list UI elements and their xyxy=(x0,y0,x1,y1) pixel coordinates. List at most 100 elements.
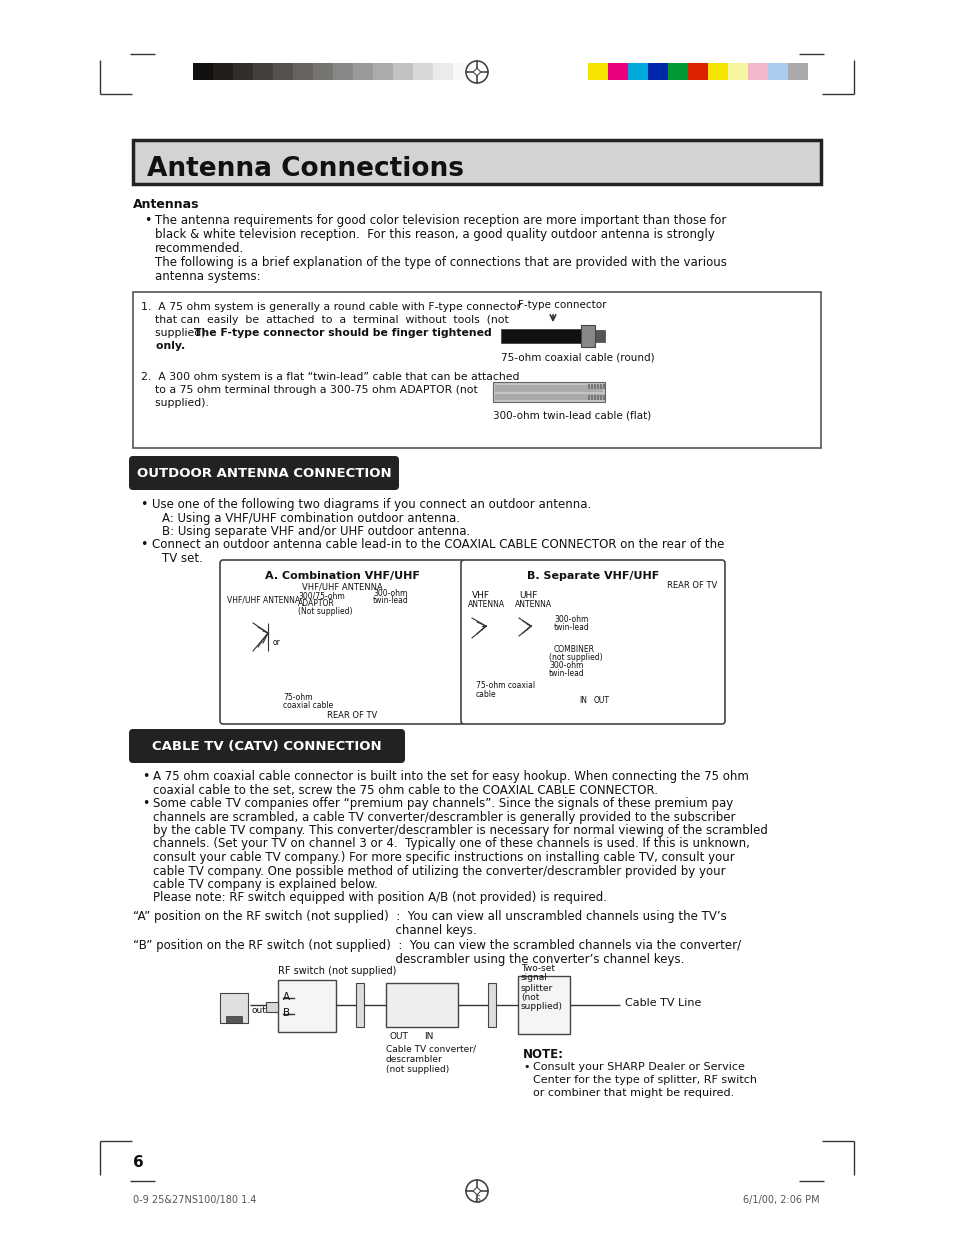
Bar xyxy=(488,983,496,1028)
Text: Antennas: Antennas xyxy=(132,198,199,211)
Text: ANTENNA: ANTENNA xyxy=(468,600,504,609)
Bar xyxy=(597,395,598,400)
Text: IN: IN xyxy=(423,1032,433,1041)
Bar xyxy=(353,63,373,80)
Text: 1.  A 75 ohm system is generally a round cable with F-type connector: 1. A 75 ohm system is generally a round … xyxy=(141,303,520,312)
Bar xyxy=(647,63,667,80)
Text: 75-ohm coaxial cable (round): 75-ohm coaxial cable (round) xyxy=(500,352,654,362)
Text: •: • xyxy=(140,538,147,551)
Bar xyxy=(500,329,580,343)
Text: The following is a brief explanation of the type of connections that are provide: The following is a brief explanation of … xyxy=(154,256,726,269)
Text: OUT: OUT xyxy=(594,697,609,705)
Text: •: • xyxy=(522,1062,529,1072)
Text: consult your cable TV company.) For more specific instructions on installing cab: consult your cable TV company.) For more… xyxy=(152,851,734,864)
Text: COMBINER: COMBINER xyxy=(554,645,595,655)
Text: or: or xyxy=(273,638,280,647)
Text: cable: cable xyxy=(476,690,497,699)
FancyBboxPatch shape xyxy=(220,559,463,724)
Text: Cable TV converter/: Cable TV converter/ xyxy=(386,1045,476,1053)
Bar xyxy=(495,394,602,400)
Text: supplied).: supplied). xyxy=(141,329,215,338)
Bar xyxy=(590,395,593,400)
Text: B: B xyxy=(283,1008,290,1018)
Text: A: Using a VHF/UHF combination outdoor antenna.: A: Using a VHF/UHF combination outdoor a… xyxy=(162,513,459,525)
Bar xyxy=(727,63,747,80)
Bar xyxy=(627,63,647,80)
Text: 6: 6 xyxy=(474,1195,479,1205)
Text: 6/1/00, 2:06 PM: 6/1/00, 2:06 PM xyxy=(742,1195,820,1205)
Text: 300-ohm: 300-ohm xyxy=(373,589,407,598)
Bar xyxy=(193,63,213,80)
Text: B. Separate VHF/UHF: B. Separate VHF/UHF xyxy=(526,571,659,580)
Bar xyxy=(226,1016,242,1023)
Text: Cable TV Line: Cable TV Line xyxy=(624,998,700,1008)
Bar xyxy=(667,63,687,80)
Text: 300-ohm twin-lead cable (flat): 300-ohm twin-lead cable (flat) xyxy=(493,410,651,420)
Text: twin-lead: twin-lead xyxy=(548,669,584,678)
Bar xyxy=(132,140,821,184)
Bar xyxy=(587,63,607,80)
Text: OUT: OUT xyxy=(390,1032,409,1041)
Text: Connect an outdoor antenna cable lead-in to the COAXIAL CABLE CONNECTOR on the r: Connect an outdoor antenna cable lead-in… xyxy=(152,538,723,551)
Text: “A” position on the RF switch (not supplied)  :  You can view all unscrambled ch: “A” position on the RF switch (not suppl… xyxy=(132,910,726,923)
Text: Some cable TV companies offer “premium pay channels”. Since the signals of these: Some cable TV companies offer “premium p… xyxy=(152,797,733,810)
Text: 300/75-ohm: 300/75-ohm xyxy=(297,592,344,600)
Bar xyxy=(220,993,248,1023)
Text: twin-lead: twin-lead xyxy=(373,597,408,605)
Text: Consult your SHARP Dealer or Service: Consult your SHARP Dealer or Service xyxy=(533,1062,744,1072)
Bar xyxy=(253,63,273,80)
Text: (not supplied): (not supplied) xyxy=(548,653,602,662)
Text: REAR OF TV: REAR OF TV xyxy=(666,580,717,590)
Text: •: • xyxy=(140,498,147,511)
Text: VHF/UHF ANTENNA: VHF/UHF ANTENNA xyxy=(301,582,382,592)
Text: by the cable TV company. This converter/descrambler is necessary for normal view: by the cable TV company. This converter/… xyxy=(152,824,767,837)
Bar xyxy=(602,395,604,400)
Text: channels. (Set your TV on channel 3 or 4.  Typically one of these channels is us: channels. (Set your TV on channel 3 or 4… xyxy=(152,837,749,851)
Text: channels are scrambled, a cable TV converter/descrambler is generally provided t: channels are scrambled, a cable TV conve… xyxy=(152,810,735,824)
Bar xyxy=(767,63,787,80)
Bar xyxy=(433,63,453,80)
Text: A. Combination VHF/UHF: A. Combination VHF/UHF xyxy=(264,571,419,580)
Bar xyxy=(333,63,353,80)
Text: Please note: RF switch equipped with position A/B (not provided) is required.: Please note: RF switch equipped with pos… xyxy=(152,892,606,904)
Text: to a 75 ohm terminal through a 300-75 ohm ADAPTOR (not: to a 75 ohm terminal through a 300-75 oh… xyxy=(141,385,477,395)
Text: 300-ohm: 300-ohm xyxy=(548,661,583,671)
Text: (not: (not xyxy=(520,993,538,1002)
Bar xyxy=(213,63,233,80)
Text: 75-ohm: 75-ohm xyxy=(283,693,313,701)
Bar xyxy=(607,63,627,80)
Text: A 75 ohm coaxial cable connector is built into the set for easy hookup. When con: A 75 ohm coaxial cable connector is buil… xyxy=(152,769,748,783)
Text: VHF/UHF ANTENNA: VHF/UHF ANTENNA xyxy=(227,595,300,604)
Text: splitter: splitter xyxy=(520,984,553,993)
Bar xyxy=(602,384,604,389)
Bar xyxy=(687,63,707,80)
Bar xyxy=(747,63,767,80)
Text: VHF: VHF xyxy=(472,592,490,600)
Text: TV set.: TV set. xyxy=(162,552,203,564)
Text: descrambler using the converter’s channel keys.: descrambler using the converter’s channe… xyxy=(132,953,683,966)
Text: Use one of the following two diagrams if you connect an outdoor antenna.: Use one of the following two diagrams if… xyxy=(152,498,591,511)
Bar xyxy=(360,631,438,701)
FancyBboxPatch shape xyxy=(129,729,405,763)
Text: cable TV company is explained below.: cable TV company is explained below. xyxy=(152,878,377,890)
Bar xyxy=(266,1002,277,1011)
Text: The F-type connector should be finger tightened: The F-type connector should be finger ti… xyxy=(193,329,491,338)
Bar xyxy=(413,63,433,80)
Text: signal: signal xyxy=(520,973,547,982)
Bar xyxy=(599,384,601,389)
Text: 2.  A 300 ohm system is a flat “twin-lead” cable that can be attached: 2. A 300 ohm system is a flat “twin-lead… xyxy=(141,372,519,382)
Text: cable TV company. One possible method of utilizing the converter/descrambler pro: cable TV company. One possible method of… xyxy=(152,864,725,878)
Text: IN: IN xyxy=(578,697,586,705)
Text: A: A xyxy=(283,992,290,1002)
Text: (Not supplied): (Not supplied) xyxy=(297,606,352,616)
Bar xyxy=(132,291,821,448)
Bar xyxy=(293,63,313,80)
Bar xyxy=(495,385,602,391)
Text: ANTENNA: ANTENNA xyxy=(515,600,552,609)
Text: twin-lead: twin-lead xyxy=(554,622,589,632)
Text: coaxial cable: coaxial cable xyxy=(283,701,333,710)
Text: 0-9 25&27NS100/180 1.4: 0-9 25&27NS100/180 1.4 xyxy=(132,1195,256,1205)
Text: RF switch (not supplied): RF switch (not supplied) xyxy=(277,966,395,976)
Bar xyxy=(355,983,364,1028)
Text: ADAPTOR: ADAPTOR xyxy=(297,599,335,608)
